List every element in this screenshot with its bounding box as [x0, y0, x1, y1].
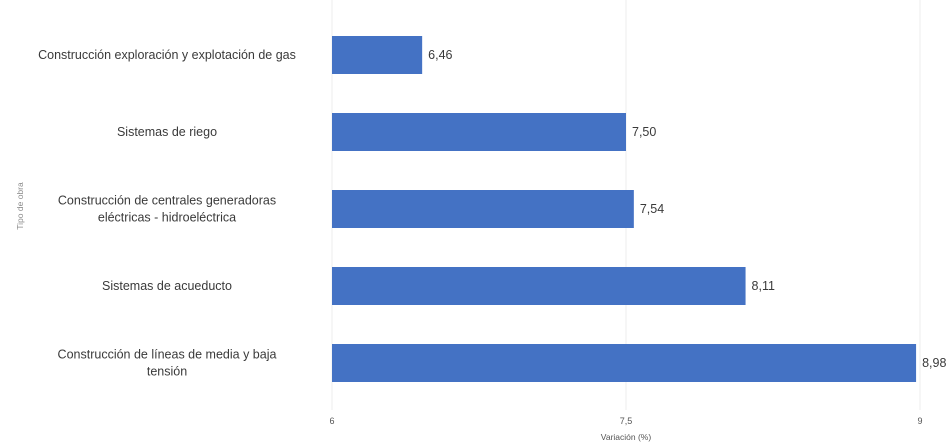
data-label: 7,50 — [632, 125, 656, 139]
data-label: 8,98 — [922, 356, 946, 370]
category-label-line: Construcción exploración y explotación d… — [38, 48, 296, 62]
category-label-line: Sistemas de riego — [117, 125, 217, 139]
data-label: 7,54 — [640, 202, 664, 216]
x-axis-ticks: 6 7,5 9 — [329, 416, 922, 426]
category-label: Sistemas de acueducto — [102, 279, 232, 293]
category-label-line: tensión — [147, 365, 187, 379]
value-labels: 6,46 7,50 7,54 8,11 8,98 — [428, 48, 946, 370]
x-tick-label: 6 — [329, 416, 334, 426]
category-label-line: Construcción de líneas de media y baja — [58, 348, 277, 362]
data-label: 8,11 — [752, 279, 775, 293]
category-label: Sistemas de riego — [117, 125, 217, 139]
category-label-line: Construcción de centrales generadoras — [58, 194, 276, 208]
category-labels: Construcción exploración y explotación d… — [38, 48, 296, 379]
x-tick-label: 7,5 — [620, 416, 633, 426]
x-tick-label: 9 — [917, 416, 922, 426]
bars — [332, 36, 917, 382]
data-label: 6,46 — [428, 48, 452, 62]
x-axis-title: Variación (%) — [601, 432, 652, 442]
category-label-line: eléctricas - hidroeléctrica — [98, 211, 236, 225]
bar — [332, 267, 746, 305]
category-label: Construcción exploración y explotación d… — [38, 48, 296, 62]
category-label-line: Sistemas de acueducto — [102, 279, 232, 293]
bar — [332, 113, 626, 151]
y-axis-title: Tipo de obra — [15, 182, 25, 230]
bar — [332, 36, 423, 74]
category-label: Construcción de centrales generadoras elé… — [58, 194, 276, 225]
bar — [332, 344, 917, 382]
category-label: Construcción de líneas de media y baja te… — [58, 348, 277, 379]
bar — [332, 190, 634, 228]
